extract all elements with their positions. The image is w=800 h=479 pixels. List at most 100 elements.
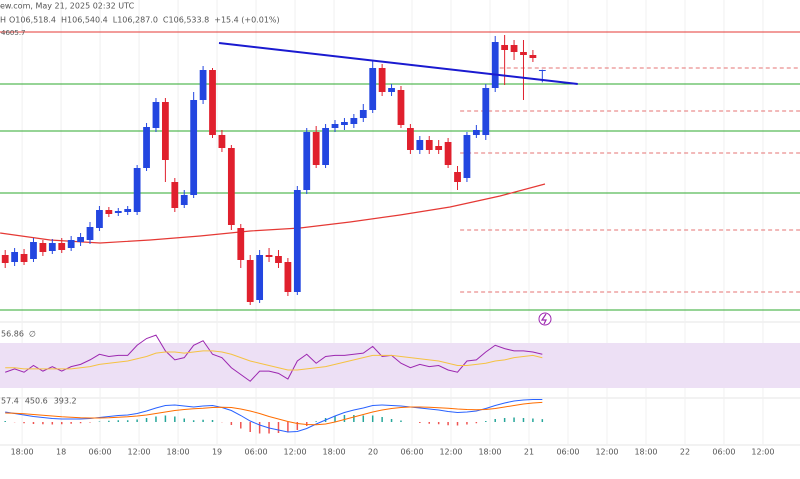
moving-average xyxy=(0,183,546,244)
candle-body xyxy=(180,195,188,205)
ohlc-label: O106,518.4 xyxy=(9,16,56,25)
candle-body xyxy=(510,45,518,52)
x-tick-label: 22 xyxy=(680,448,690,457)
candle-body xyxy=(67,240,75,248)
x-tick-label: 18:00 xyxy=(11,448,34,457)
candle-body xyxy=(86,227,94,240)
candle-body xyxy=(1,255,9,263)
candle-body xyxy=(350,118,358,124)
candle-body xyxy=(407,128,414,150)
x-tick-label: 12:00 xyxy=(751,448,774,457)
macd-histogram-label: 57.4 xyxy=(1,397,19,406)
candle-body xyxy=(58,243,66,250)
trend-line xyxy=(218,42,578,85)
candle-body xyxy=(435,146,443,150)
candle-body xyxy=(397,90,405,125)
rsi-symbol: ∅ xyxy=(29,330,36,339)
macd-pane: 57.4 450.6 393.2 xyxy=(1,397,544,434)
candle-body xyxy=(284,262,292,292)
event-icon xyxy=(538,312,552,326)
x-tick-label: 12:00 xyxy=(284,448,307,457)
candle-body xyxy=(190,100,198,195)
candle-body xyxy=(341,122,348,125)
x-tick-label: 12:00 xyxy=(595,448,618,457)
candle-body xyxy=(454,172,461,182)
candle-body xyxy=(265,255,273,257)
candle-body xyxy=(491,42,499,88)
candle-body xyxy=(227,148,235,225)
header-source: ew.com, May 21, 2025 02:32 UTC xyxy=(0,2,135,11)
candle-body xyxy=(105,210,113,214)
candle-body xyxy=(312,132,320,165)
candle-body xyxy=(293,190,301,292)
candle-body xyxy=(275,256,282,263)
candle-body xyxy=(114,211,122,213)
macd-value-label: 450.6 xyxy=(25,397,48,406)
price-tag: 4605.7 xyxy=(1,29,26,37)
candle-body xyxy=(77,237,84,242)
candle-body xyxy=(11,252,19,262)
ohlc-label: L106,287.0 xyxy=(113,16,158,25)
candle-body xyxy=(162,102,169,160)
candle-body xyxy=(171,182,179,208)
candle-body xyxy=(246,260,254,302)
candle-body xyxy=(425,140,433,150)
rsi-value-label: 56.86 xyxy=(1,330,24,339)
x-tick-label: 19 xyxy=(212,448,222,457)
candle-body xyxy=(39,243,47,252)
candle-body xyxy=(133,168,141,212)
candle-body xyxy=(529,55,537,58)
rsi-ma-line xyxy=(5,350,543,371)
candle-body xyxy=(359,110,367,118)
candle-body xyxy=(199,70,207,100)
candle-body xyxy=(152,102,160,128)
signal-value-label: 393.2 xyxy=(54,397,77,406)
candle-body xyxy=(416,140,424,150)
candle-body xyxy=(143,127,150,168)
candle-body xyxy=(501,45,509,50)
candle-body xyxy=(369,68,377,110)
x-tick-label: 20 xyxy=(368,448,378,457)
x-tick-label: 12:00 xyxy=(128,448,151,457)
header-interval: H xyxy=(0,16,6,25)
ohlc-label: C106,533.8 xyxy=(163,16,209,25)
x-tick-label: 06:00 xyxy=(89,448,112,457)
change-label: +15.4 (+0.01%) xyxy=(214,16,279,25)
signal-line xyxy=(5,401,543,426)
header-ohlc: O106,518.4 H106,540.4 L106,287.0 C106,533.8… xyxy=(9,16,280,25)
candle-body xyxy=(48,243,56,251)
candle-body xyxy=(538,70,546,72)
x-tick-label: 18:00 xyxy=(167,448,190,457)
candle-body xyxy=(20,254,28,262)
candle-body xyxy=(237,228,245,260)
candle-body xyxy=(378,68,386,92)
x-tick-label: 18 xyxy=(56,448,66,457)
candle-body xyxy=(96,210,103,228)
x-tick-label: 12:00 xyxy=(439,448,462,457)
x-tick-label: 06:00 xyxy=(556,448,579,457)
candle-body xyxy=(30,242,37,259)
time-axis: 18:00 18 06:00 12:00 18:00 19 06:00 12:00 18:00 2… xyxy=(11,448,775,457)
x-tick-label: 06:00 xyxy=(400,448,423,457)
rsi-line xyxy=(5,334,543,382)
x-tick-label: 18:00 xyxy=(323,448,346,457)
candle-body xyxy=(472,130,480,135)
candle-body xyxy=(463,135,471,178)
candle-body xyxy=(218,135,226,148)
rsi-pane: 56.86 ∅ xyxy=(0,330,800,388)
x-tick-label: 18:00 xyxy=(634,448,657,457)
price-pane xyxy=(0,31,800,311)
x-tick-label: 06:00 xyxy=(712,448,735,457)
candle-body xyxy=(256,255,264,300)
ohlc-label: H106,540.4 xyxy=(61,16,108,25)
candle-body xyxy=(444,142,452,165)
candle-body xyxy=(520,52,527,55)
candle-body xyxy=(482,88,490,135)
event-icon-bolt xyxy=(540,313,547,325)
candle-body xyxy=(209,70,216,135)
candle-body xyxy=(388,88,395,92)
x-tick-label: 18:00 xyxy=(478,448,501,457)
candle-body xyxy=(303,132,311,190)
